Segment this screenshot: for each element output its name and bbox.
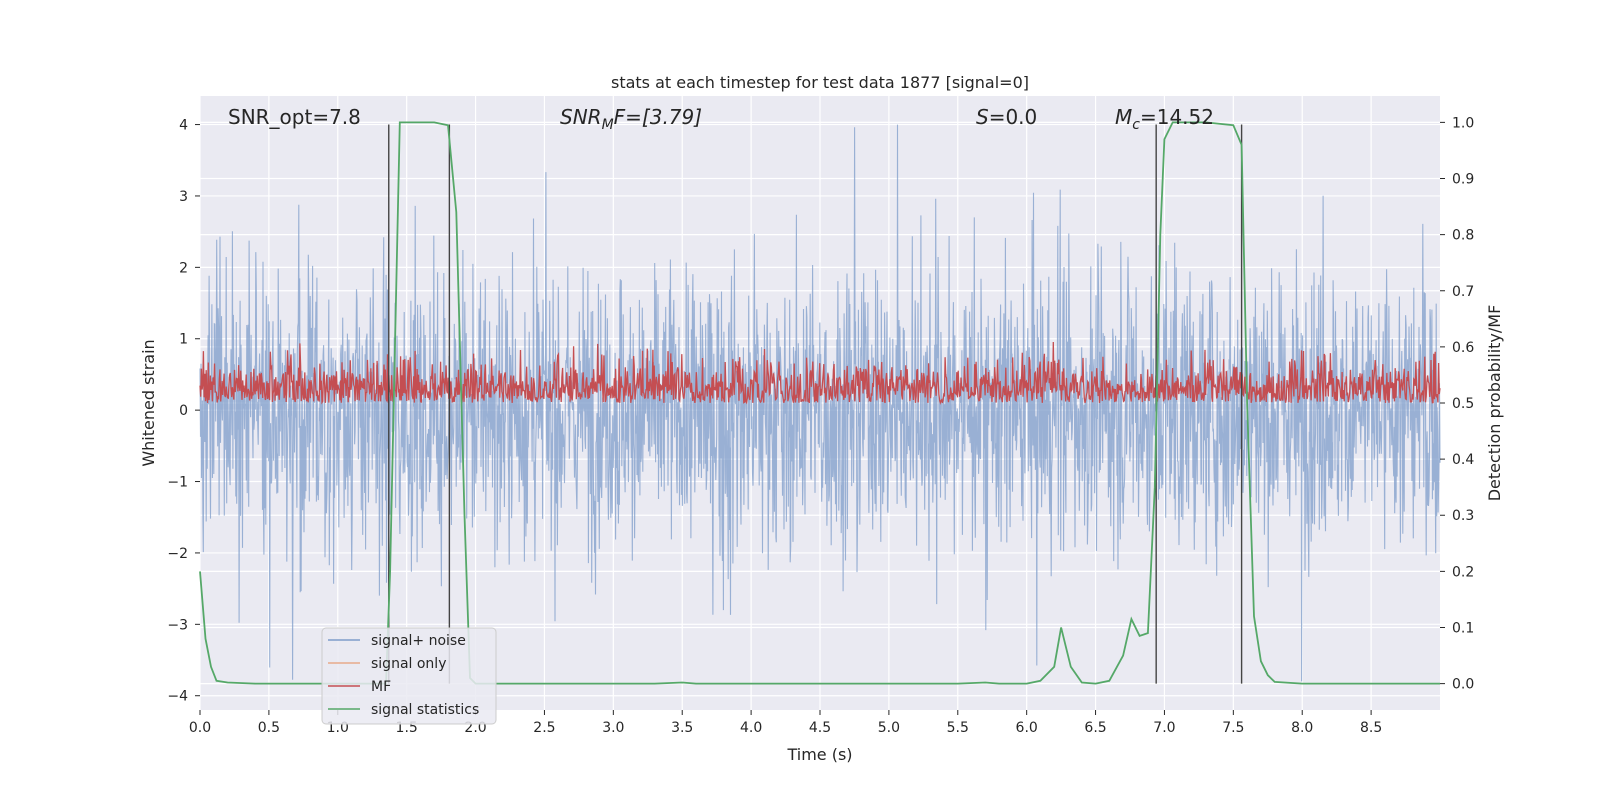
- s-value: =0.0: [989, 105, 1038, 129]
- right-tick: 0.1: [1440, 620, 1474, 636]
- x-tick-label: 4.5: [809, 720, 831, 736]
- x-tick-label: 5.5: [947, 720, 969, 736]
- y-tick-label: −2: [167, 546, 188, 562]
- right-tick: 0.4: [1440, 452, 1474, 468]
- y-axis-label: Whitened strain: [139, 339, 158, 466]
- right-tick: 0.9: [1440, 172, 1474, 188]
- x-tick-label: 3.0: [602, 720, 624, 736]
- x-tick: 3.0: [602, 710, 624, 736]
- annotation-s: S=0.0: [976, 105, 1037, 129]
- legend-box: [321, 627, 497, 725]
- x-tick: 2.5: [533, 710, 556, 736]
- y-tick: 3: [179, 189, 200, 205]
- y-tick-label: 3: [179, 189, 188, 205]
- right-tick-label: 0.2: [1452, 564, 1474, 580]
- right-tick: 0.0: [1440, 677, 1474, 693]
- right-tick-label: 0.3: [1452, 508, 1474, 524]
- legend-label-noise: signal+ noise: [371, 633, 466, 649]
- y-tick-label: −4: [167, 689, 188, 705]
- x-tick: 8.5: [1360, 710, 1382, 736]
- y-tick: 2: [179, 260, 200, 276]
- right-tick: 0.6: [1440, 340, 1474, 356]
- x-tick-label: 6.5: [1084, 720, 1106, 736]
- chart-title: stats at each timestep for test data 187…: [611, 73, 1029, 92]
- legend-label-mf: MF: [371, 679, 391, 695]
- x-tick-label: 8.0: [1291, 720, 1313, 736]
- right-tick: 0.8: [1440, 228, 1474, 244]
- y-tick: −1: [167, 475, 200, 491]
- x-tick-label: 7.5: [1222, 720, 1244, 736]
- snr-mf-rest: F=[3.79]: [614, 105, 702, 129]
- legend-label-signal: signal only: [371, 656, 446, 672]
- right-tick-label: 0.1: [1452, 620, 1474, 636]
- right-tick-label: 0.0: [1452, 677, 1474, 693]
- y-tick: 4: [179, 118, 200, 134]
- y-tick: 1: [179, 332, 200, 348]
- annotation-snr-mf: SNRMF=[3.79]: [560, 105, 702, 133]
- legend: signal+ noise signal only MF signal stat…: [321, 627, 497, 725]
- x-tick: 4.5: [809, 710, 831, 736]
- annotation-mc: Mc=14.52: [1115, 105, 1214, 133]
- x-tick-label: 0.5: [258, 720, 280, 736]
- x-tick-label: 0.0: [189, 720, 211, 736]
- mc-value: =14.52: [1140, 105, 1214, 129]
- x-axis-label: Time (s): [786, 745, 852, 764]
- right-tick-label: 0.5: [1452, 396, 1474, 412]
- x-tick: 5.0: [878, 710, 900, 736]
- y-tick-label: −1: [167, 475, 188, 491]
- right-tick-label: 0.7: [1452, 284, 1474, 300]
- mf-series: [199, 341, 1441, 405]
- right-tick: 0.5: [1440, 396, 1474, 412]
- x-tick-label: 7.0: [1153, 720, 1175, 736]
- signal-noise-series: [199, 124, 1441, 682]
- y-tick: −4: [167, 689, 200, 705]
- s-symbol: S: [976, 105, 989, 129]
- y-tick-label: −3: [167, 617, 188, 633]
- right-tick-label: 0.4: [1452, 452, 1474, 468]
- x-tick: 0.0: [189, 710, 211, 736]
- right-tick: 0.3: [1440, 508, 1474, 524]
- x-tick-label: 2.5: [533, 720, 555, 736]
- y-tick: −2: [167, 546, 200, 562]
- x-tick-label: 8.5: [1360, 720, 1382, 736]
- right-axis-label: Detection probability/MF: [1485, 305, 1504, 502]
- x-tick: 5.5: [947, 710, 969, 736]
- y-tick-label: 4: [179, 118, 188, 134]
- right-tick: 0.2: [1440, 564, 1474, 580]
- y-tick: −3: [167, 617, 200, 633]
- x-tick: 6.5: [1084, 710, 1107, 736]
- y-tick-label: 1: [179, 332, 188, 348]
- x-tick-label: 5.0: [878, 720, 900, 736]
- snr-mf-sub: M: [602, 117, 614, 133]
- x-tick: 7.5: [1222, 710, 1244, 736]
- mc-sub: c: [1132, 117, 1140, 133]
- x-tick: 7.0: [1153, 710, 1176, 736]
- right-tick-label: 0.9: [1452, 172, 1474, 188]
- x-tick: 3.5: [671, 710, 693, 736]
- right-tick-label: 1.0: [1452, 115, 1474, 131]
- x-tick: 4.0: [740, 710, 762, 736]
- x-tick: 0.5: [258, 710, 280, 736]
- y-tick: 0: [179, 403, 200, 419]
- x-tick-label: 4.0: [740, 720, 762, 736]
- y-tick-label: 0: [179, 403, 188, 419]
- x-tick-label: 6.0: [1016, 720, 1038, 736]
- y-axis-ticks: 4 3 2 1 0 −1 −2 −3 −4: [167, 118, 200, 705]
- mf-line: [199, 341, 1441, 405]
- x-tick: 8.0: [1291, 710, 1313, 736]
- signal-noise-line: [199, 124, 1441, 682]
- annotation-snr-opt: SNR_opt=7.8: [228, 105, 361, 129]
- right-tick: 1.0: [1440, 115, 1474, 131]
- x-tick-label: 3.5: [671, 720, 693, 736]
- x-tick: 6.0: [1016, 710, 1038, 736]
- right-tick: 0.7: [1440, 284, 1474, 300]
- right-axis-ticks: 1.0 0.9 0.8 0.7 0.6 0.5 0.4 0.3 0.2 0.1 0.0: [1440, 115, 1474, 693]
- right-tick-label: 0.8: [1452, 228, 1474, 244]
- y-tick-label: 2: [179, 260, 188, 276]
- right-tick-label: 0.6: [1452, 340, 1474, 356]
- legend-label-stat: signal statistics: [371, 702, 479, 718]
- mc-symbol: M: [1115, 105, 1132, 129]
- snr-mf-base: SNR: [560, 105, 602, 129]
